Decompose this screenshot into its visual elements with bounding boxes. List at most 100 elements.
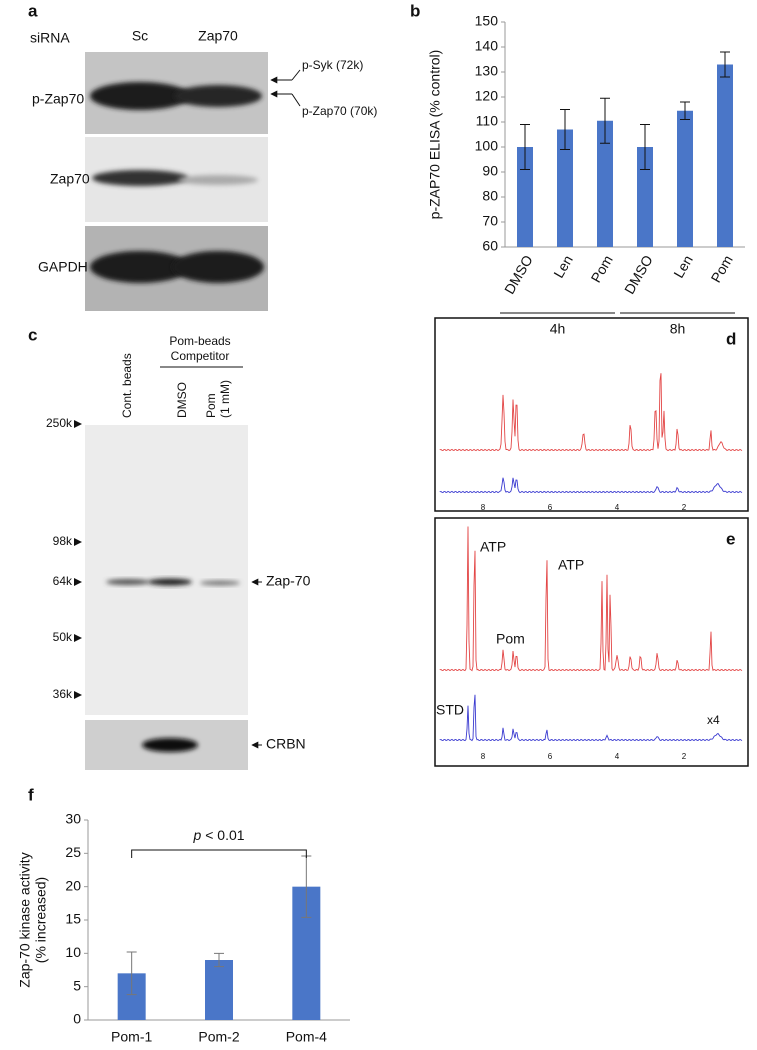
panel-letter: e xyxy=(726,529,735,548)
y-tick-label: 140 xyxy=(475,38,499,54)
bar xyxy=(205,960,233,1020)
y-tick-label: 130 xyxy=(475,63,499,79)
lane-label: DMSO xyxy=(175,382,189,418)
band xyxy=(148,578,192,586)
ppm-tick-label: 8 xyxy=(481,503,486,512)
lane-label: Pom xyxy=(204,393,218,418)
x-tick-label: DMSO xyxy=(501,252,536,296)
bar xyxy=(677,110,693,247)
annotation: p < 0.01 xyxy=(192,827,244,843)
y-tick-label: 5 xyxy=(73,977,81,993)
ppm-tick-label: 8 xyxy=(481,752,486,761)
band xyxy=(106,579,150,585)
ppm-tick-label: 6 xyxy=(548,503,553,512)
arrow xyxy=(291,69,301,81)
band xyxy=(178,175,258,185)
row-label: p-Zap70 xyxy=(32,91,84,107)
marker-label: 250k xyxy=(46,416,73,430)
y-tick-label: 15 xyxy=(65,911,81,927)
marker-arrow xyxy=(74,420,82,428)
peak-label: x4 xyxy=(707,713,720,727)
group-label: 4h xyxy=(550,321,566,337)
ppm-tick-label: 4 xyxy=(615,752,620,761)
band xyxy=(90,82,190,110)
x-tick-label: DMSO xyxy=(621,252,656,296)
ppm-tick-label: 6 xyxy=(548,752,553,761)
band xyxy=(174,85,262,107)
spectrum xyxy=(439,526,743,672)
group-label: 8h xyxy=(670,321,686,337)
x-tick-label: Pom-2 xyxy=(198,1029,239,1045)
band xyxy=(142,738,198,752)
ppm-tick-label: 4 xyxy=(615,503,620,512)
marker-label: 98k xyxy=(53,534,73,548)
y-tick-label: 60 xyxy=(482,238,498,254)
x-tick-label: Len xyxy=(670,252,696,280)
y-axis-label: p-ZAP70 ELISA (% control) xyxy=(427,50,443,220)
band xyxy=(92,170,188,186)
y-tick-label: 20 xyxy=(65,877,81,893)
error-bar xyxy=(680,101,690,120)
marker-label: 36k xyxy=(53,687,73,701)
annotation: p-Zap70 (70k) xyxy=(302,104,377,118)
marker-label: 64k xyxy=(53,574,73,588)
bar xyxy=(637,147,653,247)
group-label: Competitor xyxy=(171,349,230,363)
error-bar xyxy=(126,951,137,996)
arrow xyxy=(291,93,301,107)
x-tick-label: Pom-4 xyxy=(286,1029,327,1045)
panel-letter: b xyxy=(410,1,420,20)
y-tick-label: 150 xyxy=(475,13,499,29)
band-label: CRBN xyxy=(266,736,306,752)
peak-label: Pom xyxy=(496,631,525,647)
marker-label: 50k xyxy=(53,630,73,644)
spectrum-box xyxy=(434,517,749,767)
row-label: Zap70 xyxy=(50,171,90,187)
band-label: Zap-70 xyxy=(266,573,311,589)
y-axis-label: (% increased) xyxy=(33,877,49,963)
error-bar xyxy=(600,97,610,144)
y-tick-label: 90 xyxy=(482,163,498,179)
row-label: GAPDH xyxy=(38,259,88,275)
error-bar xyxy=(214,952,224,968)
lane-label: Zap70 xyxy=(198,28,238,44)
y-tick-label: 10 xyxy=(65,944,81,960)
annotation: p-Syk (72k) xyxy=(302,58,363,72)
y-tick-label: 0 xyxy=(73,1011,81,1027)
marker-arrow xyxy=(74,634,82,642)
band xyxy=(90,251,190,283)
annotation-italic: p xyxy=(192,827,201,843)
ppm-tick-label: 2 xyxy=(682,752,687,761)
bar xyxy=(717,64,733,247)
peak-label: STD xyxy=(436,702,464,718)
lane-label: Cont. beads xyxy=(120,353,134,418)
marker-arrow xyxy=(74,538,82,546)
panel-letter: d xyxy=(726,329,736,348)
blot-header: siRNA xyxy=(30,30,70,46)
error-bar xyxy=(560,109,570,150)
lane-label: Sc xyxy=(132,28,148,44)
x-tick-label: Pom xyxy=(588,252,616,285)
y-tick-label: 25 xyxy=(65,844,81,860)
group-label: Pom-beads xyxy=(169,334,230,348)
annotation-text: < 0.01 xyxy=(205,827,245,843)
spectrum xyxy=(439,694,743,742)
bracket xyxy=(131,849,307,858)
band xyxy=(200,580,240,586)
spectrum-box xyxy=(434,317,749,512)
y-tick-label: 100 xyxy=(475,138,499,154)
y-tick-label: 30 xyxy=(65,811,81,827)
y-axis-label: Zap-70 kinase activity xyxy=(17,852,33,987)
spectrum xyxy=(439,477,743,494)
x-tick-label: Pom-1 xyxy=(111,1029,152,1045)
bar xyxy=(557,129,573,247)
lane-label: (1 mM) xyxy=(218,380,232,418)
band xyxy=(172,251,264,283)
ppm-tick-label: 2 xyxy=(682,503,687,512)
error-bar xyxy=(640,124,650,170)
peak-label: ATP xyxy=(558,557,584,573)
y-tick-label: 110 xyxy=(476,113,499,129)
blot xyxy=(85,425,248,715)
